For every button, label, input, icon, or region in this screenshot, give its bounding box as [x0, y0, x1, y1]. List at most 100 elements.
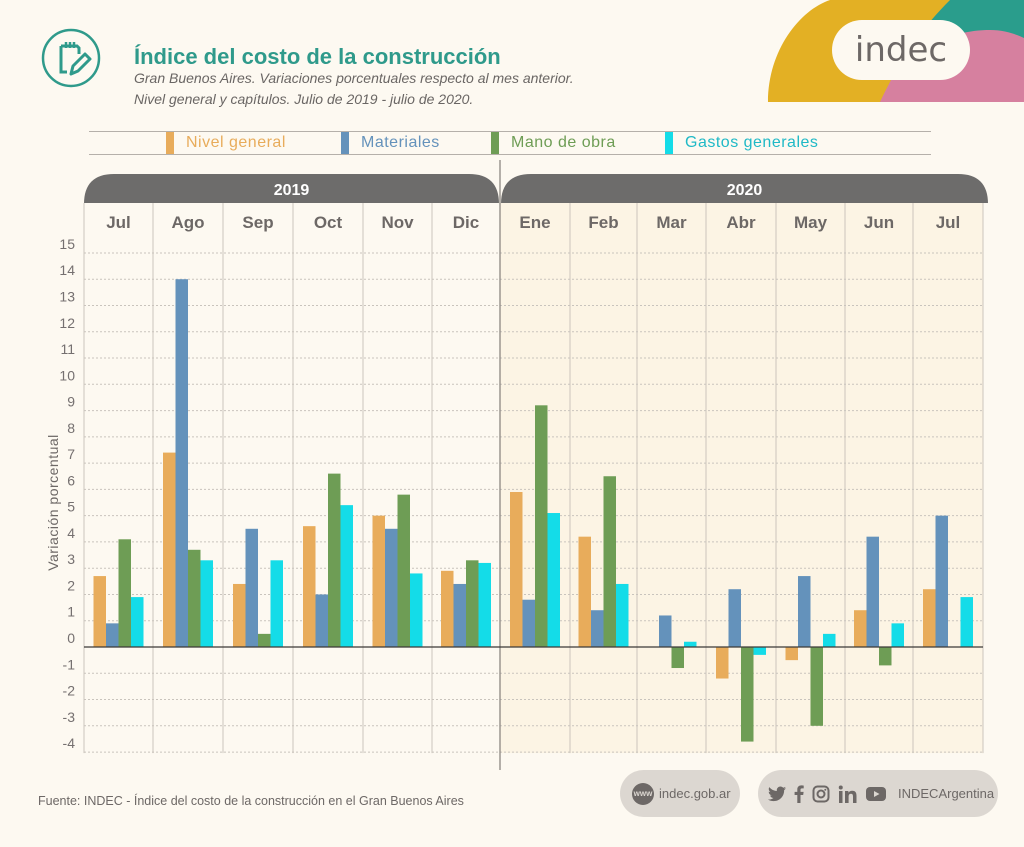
social-links: INDECArgentina — [758, 770, 998, 817]
bar-gastos-generales — [410, 573, 423, 647]
chart-subtitle-line1: Gran Buenos Aires. Variaciones porcentua… — [134, 70, 574, 86]
legend-item-materiales: Materiales — [341, 132, 440, 154]
legend-label-materiales: Materiales — [361, 134, 440, 151]
linkedin-icon[interactable] — [838, 785, 858, 803]
bar-mano-de-obra — [328, 473, 341, 647]
legend: Nivel general Materiales Mano de obra Ga… — [89, 131, 931, 155]
bar-gastos-generales — [753, 647, 766, 655]
bar-mano-de-obra — [810, 647, 823, 726]
y-axis-label: Variación porcentual — [45, 434, 61, 571]
y-tick-label: 10 — [59, 367, 75, 383]
twitter-icon[interactable] — [768, 786, 786, 802]
bar-mano-de-obra — [258, 633, 271, 647]
bar-nivel-general — [785, 647, 798, 661]
y-tick-label: 9 — [67, 394, 75, 410]
legend-item-mano-de-obra: Mano de obra — [491, 132, 616, 154]
month-label: Ago — [171, 213, 204, 232]
bar-mano-de-obra — [535, 405, 548, 647]
bar-nivel-general — [93, 576, 106, 647]
bar-mano-de-obra — [188, 549, 201, 647]
bar-mano-de-obra — [118, 539, 131, 647]
source-note: Fuente: INDEC - Índice del costo de la c… — [38, 794, 464, 808]
month-label: Oct — [314, 213, 343, 232]
bar-mano-de-obra — [879, 647, 892, 666]
y-tick-label: 0 — [67, 630, 75, 646]
legend-item-gastos-generales: Gastos generales — [665, 132, 818, 154]
legend-swatch-nivel-general — [166, 132, 174, 154]
bar-materiales — [591, 610, 604, 647]
bar-nivel-general — [303, 526, 316, 647]
bar-nivel-general — [163, 452, 176, 647]
bar-materiales — [866, 536, 879, 647]
y-tick-label: 13 — [59, 288, 75, 304]
bar-nivel-general — [578, 536, 591, 647]
instagram-icon[interactable] — [812, 785, 830, 803]
y-tick-label: 7 — [67, 446, 75, 462]
bar-mano-de-obra — [397, 494, 410, 647]
bar-materiales — [522, 599, 535, 647]
youtube-icon[interactable] — [866, 786, 886, 801]
bar-gastos-generales — [547, 513, 560, 647]
y-tick-label: 1 — [67, 604, 75, 620]
bar-gastos-generales — [131, 597, 144, 647]
bar-materiales — [935, 515, 948, 647]
legend-swatch-gastos-generales — [665, 132, 673, 154]
month-label: Sep — [242, 213, 273, 232]
y-tick-label: 4 — [67, 525, 75, 541]
bar-gastos-generales — [200, 560, 213, 647]
facebook-icon[interactable] — [794, 784, 804, 803]
y-tick-label: -2 — [63, 683, 76, 699]
bar-materiales — [728, 589, 741, 647]
year-label-2020: 2020 — [727, 182, 763, 199]
bar-gastos-generales — [478, 562, 491, 647]
y-tick-label: 3 — [67, 551, 75, 567]
bar-nivel-general — [854, 610, 867, 647]
bar-gastos-generales — [960, 597, 973, 647]
legend-swatch-materiales — [341, 132, 349, 154]
bar-mano-de-obra — [671, 647, 684, 669]
y-tick-label: 2 — [67, 577, 75, 593]
y-tick-label: 5 — [67, 499, 75, 515]
www-icon: www — [632, 782, 654, 805]
bar-gastos-generales — [684, 641, 697, 647]
bar-gastos-generales — [616, 583, 629, 647]
y-tick-label: 12 — [59, 315, 75, 331]
bar-nivel-general — [441, 570, 454, 647]
bar-nivel-general — [716, 647, 729, 679]
month-label: Jun — [864, 213, 894, 232]
month-label: Feb — [588, 213, 618, 232]
y-tick-label: 14 — [59, 262, 75, 278]
y-tick-label: -1 — [63, 656, 76, 672]
bar-materiales — [798, 576, 811, 647]
website-link[interactable]: www indec.gob.ar — [620, 770, 740, 817]
bar-gastos-generales — [270, 560, 283, 647]
month-label: Dic — [453, 213, 479, 232]
bar-nivel-general — [923, 589, 936, 647]
bar-mano-de-obra — [741, 647, 754, 742]
month-label: Nov — [381, 213, 414, 232]
chart-subtitle-line2: Nivel general y capítulos. Julio de 2019… — [134, 91, 474, 107]
social-handle: INDECArgentina — [898, 786, 995, 801]
year-label-2019: 2019 — [274, 182, 310, 199]
website-label: indec.gob.ar — [659, 786, 731, 801]
month-label: Mar — [656, 213, 687, 232]
y-tick-label: -3 — [63, 709, 76, 725]
bar-materiales — [175, 279, 188, 647]
legend-label-gastos-generales: Gastos generales — [685, 134, 819, 151]
year-band-2020 — [501, 174, 988, 204]
y-tick-label: 15 — [59, 236, 75, 252]
month-label: Jul — [936, 213, 961, 232]
bar-gastos-generales — [891, 623, 904, 647]
legend-label-nivel-general: Nivel general — [186, 134, 286, 151]
bar-materiales — [453, 583, 466, 647]
indec-logo: indec — [832, 20, 970, 80]
bar-materiales — [106, 623, 119, 647]
notepad-pencil-icon — [41, 28, 101, 88]
legend-item-nivel-general: Nivel general — [166, 132, 286, 154]
legend-label-mano-de-obra: Mano de obra — [511, 134, 616, 151]
bar-materiales — [245, 528, 258, 647]
y-tick-label: -4 — [63, 735, 76, 751]
bar-mano-de-obra — [603, 476, 616, 647]
bar-mano-de-obra — [466, 560, 479, 647]
